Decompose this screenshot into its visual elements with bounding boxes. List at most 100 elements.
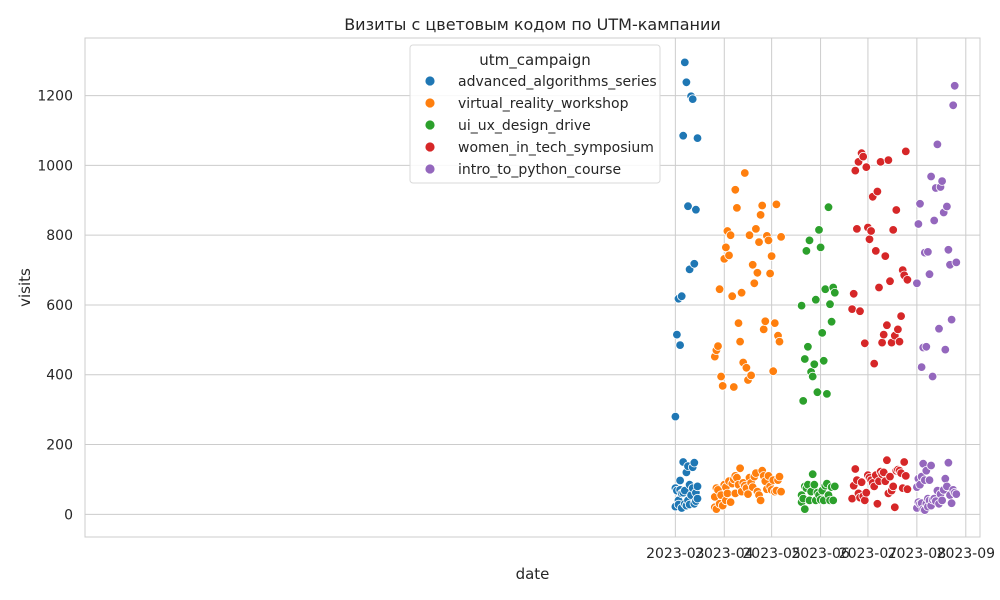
- data-point: [741, 363, 752, 373]
- legend-label: virtual_reality_workshop: [458, 96, 629, 112]
- x-tick-label: 2023-05: [742, 546, 801, 562]
- data-point: [826, 317, 837, 327]
- data-point: [852, 224, 862, 234]
- data-point: [926, 171, 936, 182]
- data-point: [688, 94, 698, 104]
- legend: utm_campaign advanced_algorithms_seriesv…: [409, 44, 661, 184]
- data-point: [776, 232, 786, 242]
- data-point: [879, 329, 889, 340]
- data-point: [670, 411, 681, 422]
- legend-label: women_in_tech_symposium: [458, 140, 654, 156]
- data-point: [855, 306, 865, 316]
- data-point: [858, 151, 868, 162]
- data-point: [934, 324, 944, 334]
- x-tick-label: 2023-09: [937, 546, 996, 562]
- data-point: [725, 230, 736, 240]
- data-point: [722, 488, 733, 499]
- data-point: [888, 481, 898, 492]
- data-point: [912, 278, 922, 289]
- data-point: [689, 259, 700, 269]
- data-point: [751, 224, 761, 234]
- legend-label: ui_ux_design_drive: [458, 118, 591, 134]
- data-point: [809, 359, 820, 370]
- data-point: [714, 284, 725, 294]
- data-point: [940, 474, 951, 484]
- data-point: [683, 201, 693, 211]
- data-point: [902, 275, 913, 285]
- y-tick-label: 0: [64, 507, 73, 523]
- data-point: [809, 480, 820, 490]
- data-point: [724, 250, 734, 261]
- data-point: [921, 342, 932, 352]
- data-point: [871, 246, 881, 256]
- y-tick-label: 800: [46, 228, 73, 244]
- data-point: [861, 162, 872, 172]
- data-point: [864, 234, 875, 245]
- chart-title: Визиты с цветовым кодом по UTM-кампании: [344, 15, 721, 34]
- data-point: [874, 282, 884, 293]
- data-point: [923, 247, 933, 257]
- data-point: [929, 215, 939, 226]
- data-point: [692, 481, 703, 492]
- data-point: [716, 371, 726, 382]
- data-point: [733, 318, 744, 328]
- y-tick-label: 1000: [37, 158, 73, 174]
- data-point: [885, 276, 895, 286]
- data-point: [932, 139, 943, 150]
- data-point: [713, 341, 723, 351]
- data-point: [803, 342, 813, 352]
- legend-items: advanced_algorithms_series virtual_realit…: [424, 74, 657, 178]
- data-point: [678, 130, 688, 141]
- data-point: [951, 257, 962, 268]
- data-point: [746, 370, 756, 381]
- data-point: [811, 295, 821, 305]
- data-point: [820, 284, 831, 294]
- x-axis-label: date: [516, 565, 550, 583]
- data-point: [830, 481, 840, 492]
- data-point: [872, 186, 883, 197]
- data-point: [801, 246, 812, 256]
- data-point: [766, 251, 777, 261]
- data-point: [765, 268, 775, 279]
- data-point: [732, 203, 742, 213]
- y-tick-label: 600: [46, 298, 73, 314]
- data-point: [913, 219, 924, 229]
- data-point: [815, 242, 826, 253]
- legend-marker: [424, 119, 436, 131]
- data-point: [718, 381, 728, 391]
- data-point: [850, 464, 861, 474]
- data-point: [937, 495, 947, 506]
- data-point: [760, 316, 771, 327]
- x-tick-label: 2023-06: [791, 546, 850, 562]
- data-point: [729, 382, 739, 392]
- y-tick-label: 200: [46, 438, 73, 454]
- data-point: [744, 230, 755, 240]
- data-points: [670, 57, 962, 515]
- data-point: [946, 498, 957, 508]
- data-point: [893, 324, 903, 335]
- data-point: [672, 329, 682, 340]
- y-tick-label: 1200: [37, 89, 73, 105]
- data-point: [771, 199, 782, 210]
- data-point: [823, 202, 834, 212]
- data-point: [847, 304, 857, 314]
- data-point: [770, 318, 780, 328]
- data-point: [901, 146, 911, 157]
- data-point: [776, 486, 786, 497]
- data-point: [817, 328, 827, 338]
- data-point: [825, 299, 835, 309]
- legend-marker: [424, 75, 436, 87]
- data-point: [856, 477, 867, 487]
- data-point: [861, 488, 872, 498]
- data-point: [692, 493, 703, 504]
- data-point: [894, 336, 905, 347]
- data-point: [819, 356, 829, 366]
- legend-marker: [424, 141, 436, 153]
- data-point: [885, 471, 895, 482]
- x-axis-ticks: 2023-032023-042023-052023-062023-072023-…: [646, 546, 995, 562]
- data-point: [896, 311, 906, 321]
- data-point: [736, 288, 747, 298]
- legend-title: utm_campaign: [479, 51, 590, 70]
- data-point: [877, 337, 887, 348]
- data-point: [860, 338, 870, 349]
